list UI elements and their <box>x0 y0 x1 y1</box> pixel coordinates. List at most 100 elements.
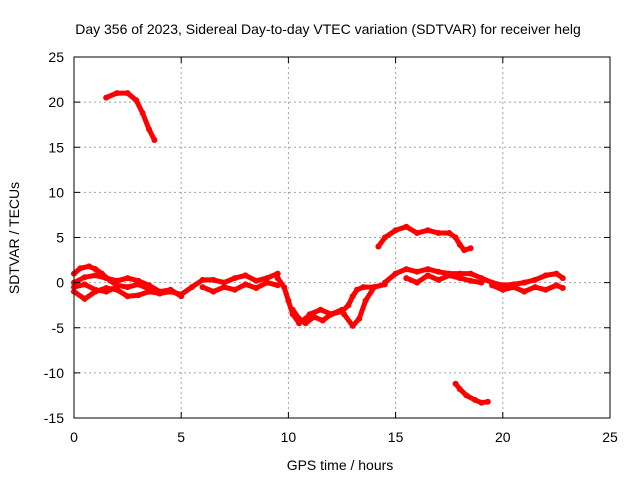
data-point <box>81 274 88 281</box>
data-point <box>403 223 410 230</box>
y-tick-label: -15 <box>44 410 64 426</box>
data-point <box>467 277 474 284</box>
data-point <box>199 276 206 283</box>
data-point <box>435 268 442 275</box>
data-point <box>124 293 131 300</box>
data-point <box>124 90 131 97</box>
series-arc-1 <box>103 90 157 143</box>
data-point <box>446 272 453 279</box>
data-point <box>403 275 410 282</box>
data-point <box>285 297 292 304</box>
x-tick-label: 20 <box>495 429 511 445</box>
data-point <box>435 276 442 283</box>
data-point <box>424 227 431 234</box>
data-point <box>349 293 356 300</box>
data-point <box>221 284 228 291</box>
series-arc-7 <box>275 275 388 326</box>
data-point <box>424 272 431 279</box>
data-point <box>341 311 348 318</box>
data-point <box>456 275 463 282</box>
data-point <box>478 279 485 286</box>
data-point <box>81 281 88 288</box>
data-point <box>133 97 140 104</box>
data-point <box>499 286 506 293</box>
data-point <box>553 270 560 277</box>
data-point <box>356 315 363 322</box>
data-point <box>242 281 249 288</box>
data-point <box>463 392 470 399</box>
data-point <box>306 311 313 318</box>
data-point <box>231 286 238 293</box>
data-point <box>414 268 420 275</box>
data-point <box>345 302 352 309</box>
data-point <box>478 399 485 406</box>
data-point <box>135 292 142 299</box>
x-tick-label: 5 <box>177 429 185 445</box>
data-point <box>446 230 453 236</box>
data-point <box>456 386 463 393</box>
x-tick-label: 0 <box>70 429 78 445</box>
data-point <box>521 288 528 295</box>
data-point <box>289 306 296 313</box>
chart-title: Day 356 of 2023, Sidereal Day-to-day VTE… <box>75 21 581 37</box>
data-point <box>414 279 420 286</box>
data-point <box>274 275 281 282</box>
y-tick-label: 10 <box>48 184 64 200</box>
data-point <box>92 272 99 279</box>
data-point <box>178 293 185 300</box>
data-point <box>452 234 459 241</box>
data-point <box>151 137 158 143</box>
grid-layer <box>74 57 610 418</box>
data-point <box>146 126 152 133</box>
data-point <box>103 94 110 101</box>
data-point <box>253 285 260 291</box>
data-point <box>392 270 399 277</box>
y-tick-label: -5 <box>52 320 65 336</box>
data-point <box>274 270 281 277</box>
data-point <box>113 90 120 97</box>
data-point <box>478 275 485 282</box>
data-point <box>124 284 131 291</box>
data-point <box>210 288 217 295</box>
data-point <box>467 245 474 252</box>
data-point <box>103 275 110 282</box>
x-tick-label: 10 <box>281 429 297 445</box>
data-point <box>92 286 99 293</box>
data-point <box>242 272 249 279</box>
tick-layer: 0 5 10 15 20 25 -15 -10 -5 0 5 10 15 20 25 <box>44 49 618 445</box>
data-point <box>452 380 459 387</box>
data-point <box>86 263 92 270</box>
data-point <box>403 266 410 273</box>
data-point <box>349 322 356 329</box>
data-point <box>456 241 463 248</box>
data-point <box>553 282 560 289</box>
data-point <box>167 286 174 293</box>
data-point <box>103 288 110 295</box>
data-point <box>467 270 474 277</box>
y-tick-label: 0 <box>56 275 64 291</box>
data-point <box>371 284 378 291</box>
data-point <box>424 266 431 273</box>
data-point <box>559 285 566 291</box>
y-axis-label: SDTVAR / TECUs <box>6 182 22 294</box>
data-point <box>146 282 152 289</box>
data-point <box>435 230 442 236</box>
data-point <box>328 311 335 318</box>
data-point <box>281 284 288 291</box>
data-point <box>354 286 360 293</box>
data-point <box>392 227 399 234</box>
data-point <box>375 243 382 250</box>
data-point <box>319 317 326 324</box>
data-point <box>124 275 131 282</box>
data-point <box>113 284 120 291</box>
data-point <box>317 306 324 313</box>
data-point <box>532 276 538 283</box>
data-point <box>414 230 420 236</box>
data-layer <box>71 90 566 406</box>
data-point <box>135 277 142 284</box>
data-point <box>146 288 152 295</box>
data-point <box>489 282 496 289</box>
data-point <box>532 284 538 291</box>
data-point <box>471 396 478 403</box>
